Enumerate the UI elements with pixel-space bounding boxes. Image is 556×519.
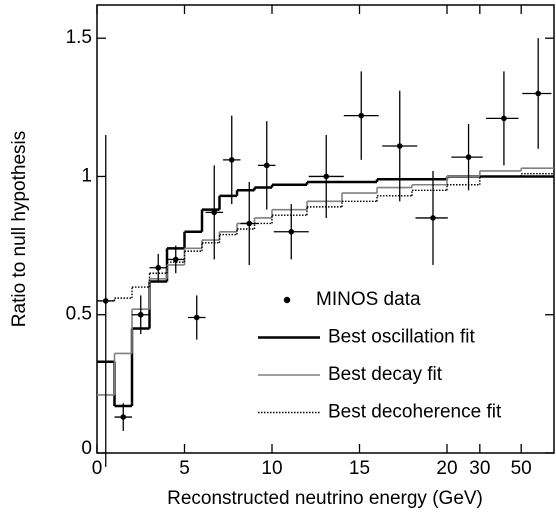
legend-label: Best decoherence fit (328, 402, 502, 423)
data-point (120, 414, 127, 420)
data-point (246, 220, 253, 227)
legend-label: Best decay fit (328, 364, 443, 385)
data-point (172, 256, 179, 263)
y-tick-label: 1.5 (66, 27, 92, 48)
data-point (193, 314, 200, 321)
data-point (228, 157, 235, 163)
y-tick-label: 0 (81, 438, 92, 459)
data-point (263, 162, 270, 169)
plot-frame (96, 4, 555, 454)
data-point (288, 228, 295, 235)
data-point (137, 311, 144, 318)
y-tick-label: 1 (81, 165, 92, 186)
data-point (501, 115, 507, 122)
data-point (155, 264, 162, 271)
x-tick-label: 10 (261, 458, 282, 479)
x-tick-label: 5 (179, 458, 190, 479)
legend-label: Best oscillation fit (328, 327, 476, 348)
x-tick-label: 50 (511, 458, 532, 479)
x-tick-label: 30 (469, 458, 490, 479)
y-axis-label: Ratio to null hypothesis (9, 131, 30, 327)
data-point (535, 90, 541, 97)
data-point (465, 154, 472, 160)
x-tick-label: 20 (436, 458, 457, 479)
x-tick-label: 15 (349, 458, 370, 479)
x-axis-label: Reconstructed neutrino energy (GeV) (167, 488, 483, 509)
data-point (323, 173, 330, 180)
legend-label: MINOS data (316, 289, 421, 310)
data-point (396, 143, 403, 149)
data-point (102, 298, 109, 304)
data-point (211, 209, 218, 216)
legend-marker (283, 296, 291, 304)
y-tick-label: 0.5 (66, 304, 92, 325)
x-tick-label: 0 (92, 458, 103, 479)
data-point (430, 215, 436, 221)
data-point (358, 112, 365, 119)
